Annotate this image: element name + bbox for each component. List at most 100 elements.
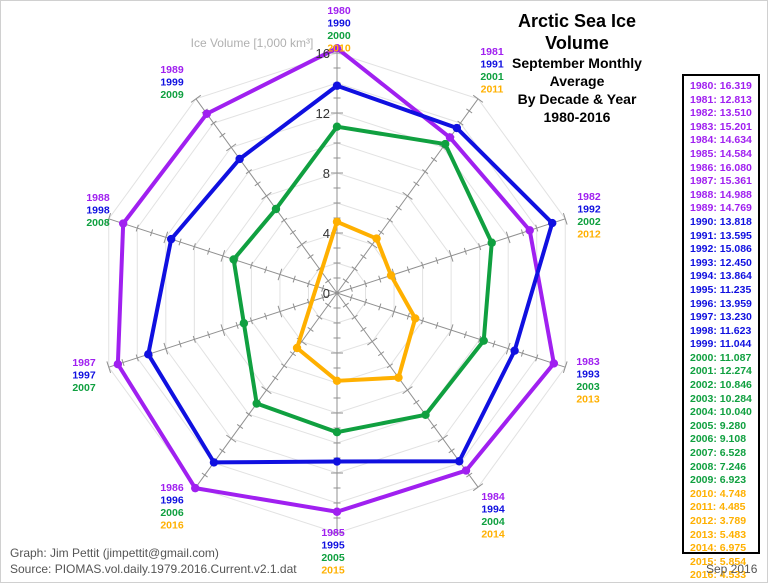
spoke-tick [413, 399, 420, 405]
spoke-tick [307, 254, 314, 260]
spoke-tick [219, 132, 226, 138]
series-point-0-7 [113, 360, 123, 369]
spoke-tick [463, 331, 467, 339]
spoke-tick [421, 261, 425, 269]
series-point-0-9 [202, 109, 211, 118]
legend-entry: 1995: 11.235 [690, 283, 752, 296]
spoke-label-4-1: 1994 [481, 504, 505, 516]
spoke-tick [178, 238, 182, 246]
spoke-tick [280, 217, 288, 223]
chart-subtitle-2: By Decade & Year [517, 91, 637, 107]
spoke-tick [245, 169, 252, 175]
spoke-tick [505, 231, 511, 244]
spoke-tick [321, 294, 325, 302]
spoke-label-1-1: 1991 [480, 59, 504, 71]
spoke-tick [261, 386, 272, 395]
legend-entry: 1980: 16.319 [690, 80, 752, 92]
spoke-tick [430, 157, 438, 162]
spoke-tick [207, 331, 211, 339]
spoke-tick [207, 247, 211, 255]
spoke-tick [236, 424, 244, 429]
legend-entry: 2012: 3.789 [690, 515, 747, 527]
legend-entry: 2000: 11.087 [690, 351, 752, 364]
legend-entry: 1999: 11.044 [690, 338, 752, 351]
spoke-tick [378, 275, 382, 283]
spoke-label-6-2: 2006 [160, 507, 184, 519]
spoke-tick [325, 278, 332, 284]
spoke-tick [220, 324, 226, 336]
series-point-1-0 [332, 81, 342, 90]
spoke-label-0-1: 1990 [327, 18, 351, 30]
spoke-tick [457, 120, 464, 126]
spoke-tick [121, 359, 125, 367]
spoke-label-3-0: 1983 [576, 356, 600, 368]
spoke-label-5-2: 2005 [321, 552, 345, 564]
series-point-0-8 [118, 219, 128, 228]
spoke-label-8-2: 2008 [86, 217, 110, 229]
legend-entry: 1989: 14.769 [690, 202, 752, 215]
series-point-1-1 [452, 123, 462, 133]
series-point-2-5 [332, 428, 342, 437]
spoke-tick [351, 314, 358, 320]
spoke-tick [367, 337, 378, 346]
spoke-tick [492, 340, 496, 348]
spoke-label-6-3: 2016 [160, 520, 184, 532]
legend-entry: 1986: 16.080 [690, 161, 752, 174]
legend-entry: 2007: 6.528 [690, 447, 747, 460]
legend-entry: 2002: 10.846 [690, 379, 752, 392]
series-point-2-1 [441, 139, 450, 149]
series-point-2-9 [271, 204, 281, 214]
spoke-label-4-3: 2014 [481, 529, 505, 541]
series-point-0-4 [461, 466, 471, 475]
series-point-1-2 [548, 218, 557, 228]
spoke-tick [245, 411, 252, 417]
spoke-tick [478, 335, 482, 343]
spoke-label-5-3: 2015 [321, 565, 345, 577]
spoke-label-5-1: 1995 [321, 540, 345, 552]
spoke-label-2-3: 2012 [577, 229, 601, 241]
spoke-label-0-3: 2010 [327, 43, 351, 55]
spoke-label-7-2: 2007 [72, 382, 96, 394]
spoke-tick [472, 94, 484, 103]
spoke-tick [342, 302, 349, 308]
legend-entry: 1997: 13.230 [690, 311, 752, 324]
radial-tick-labels: 0 4 8 12 16 [316, 46, 330, 301]
spoke-tick [226, 434, 237, 443]
spoke-tick [289, 229, 297, 235]
series-point-2-8 [229, 255, 238, 264]
radial-tick-label: 0 [323, 286, 330, 301]
spoke-label-8-0: 1988 [86, 192, 110, 204]
legend-entry: 1994: 13.864 [690, 270, 752, 283]
series-point-2-2 [487, 238, 496, 247]
spoke-label-6-0: 1986 [160, 482, 184, 494]
spoke-tick [292, 275, 296, 283]
spoke-tick [520, 229, 525, 237]
series-point-1-6 [209, 458, 219, 467]
spoke-tick [325, 302, 332, 308]
spoke-tick [377, 229, 385, 235]
spoke-label-4-0: 1984 [481, 491, 505, 503]
axis-title: Ice Volume [1,000 km³] [191, 36, 314, 50]
spoke-tick [478, 243, 482, 251]
spoke-label-3-3: 2013 [576, 394, 600, 406]
series-point-3-6 [292, 343, 302, 353]
spoke-tick [377, 351, 385, 357]
spoke-label-6-1: 1996 [160, 495, 184, 507]
spoke-tick [363, 280, 368, 288]
spoke-tick [406, 312, 410, 320]
spoke-tick [386, 217, 394, 223]
legend-entry: 1990: 13.818 [690, 215, 752, 228]
spoke-tick [520, 349, 525, 357]
legend: 1980: 16.319 1981: 12.813 1982: 13.510 1983… [682, 74, 760, 581]
series-point-0-6 [191, 483, 200, 493]
legend-entry: 1998: 11.623 [690, 324, 752, 337]
spoke-tick [402, 191, 413, 200]
spoke-tick [135, 224, 139, 232]
legend-entry: 1982: 13.510 [690, 107, 752, 120]
chart-title-block: Arctic Sea Ice Volume September Monthly … [492, 10, 662, 126]
spoke-label-3-1: 1993 [576, 369, 600, 381]
legend-entry: 1983: 15.201 [690, 120, 752, 133]
spoke-tick [235, 321, 239, 329]
spoke-tick [562, 361, 568, 374]
spoke-tick [386, 363, 394, 369]
